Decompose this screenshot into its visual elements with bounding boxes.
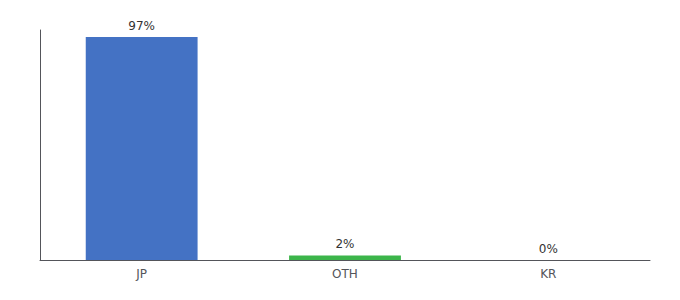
svg-text:OTH: OTH: [332, 267, 358, 281]
svg-text:2%: 2%: [335, 237, 354, 251]
svg-text:0%: 0%: [539, 242, 558, 256]
svg-text:97%: 97%: [128, 19, 155, 33]
svg-text:JP: JP: [135, 267, 147, 281]
svg-text:KR: KR: [540, 267, 556, 281]
